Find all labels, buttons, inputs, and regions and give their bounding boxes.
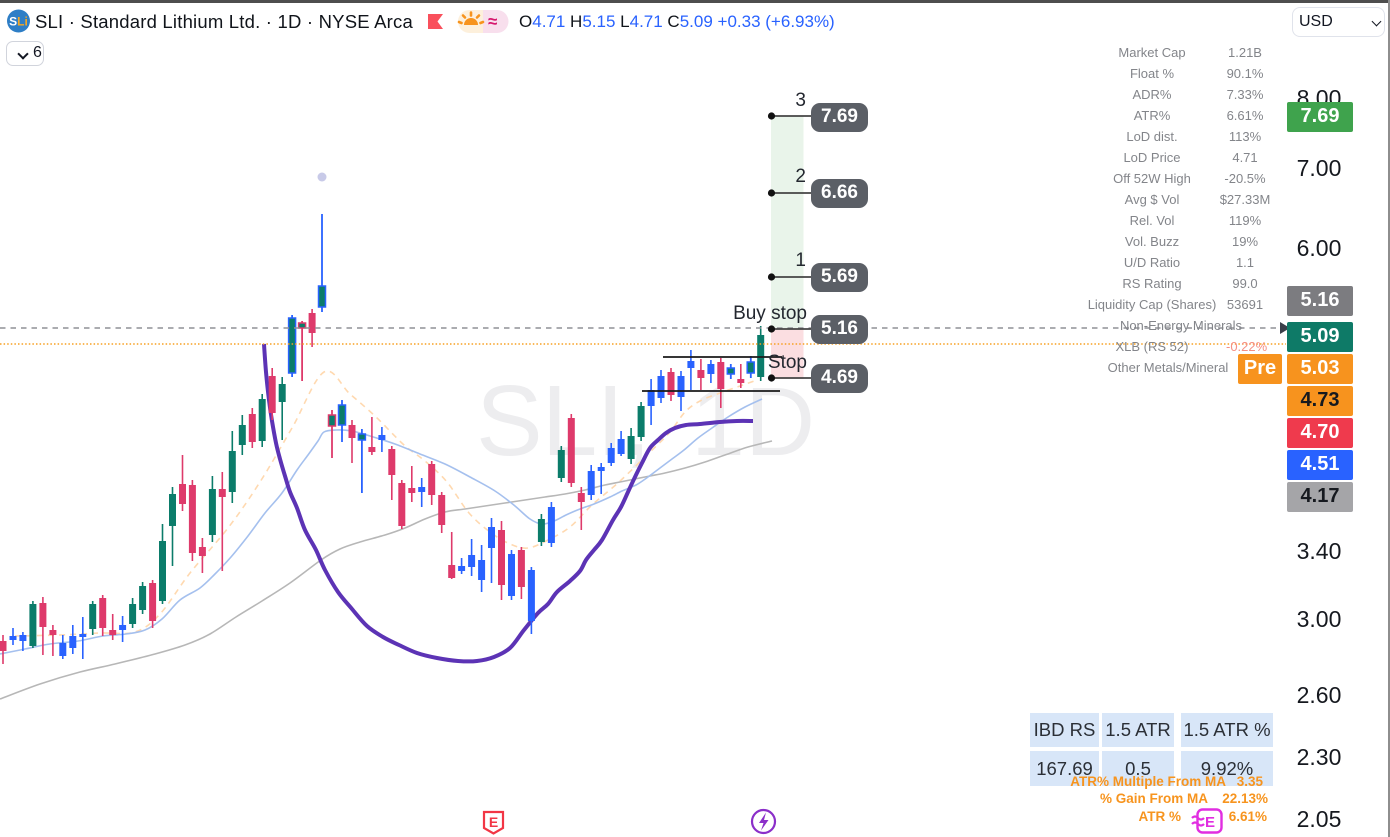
svg-text:≈: ≈ [488,12,497,31]
svg-text:E: E [489,814,498,830]
svg-text:SLi: SLi [9,15,28,29]
svg-text:E: E [1205,814,1215,831]
